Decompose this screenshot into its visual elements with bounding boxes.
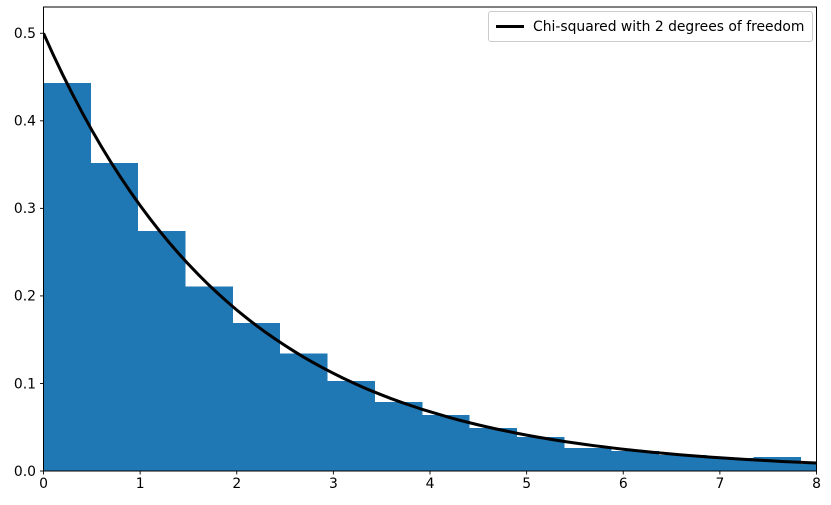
x-tick-label: 8	[812, 476, 821, 492]
x-tick-label: 0	[39, 476, 48, 492]
x-tick-label: 6	[619, 476, 628, 492]
legend: Chi-squared with 2 degrees of freedom	[488, 11, 813, 42]
histogram-bar	[232, 323, 281, 471]
histogram-bar	[43, 83, 91, 471]
histogram-bar	[138, 231, 186, 471]
histogram-bar	[564, 448, 612, 471]
pdf-curve	[43, 32, 817, 465]
x-tick-label: 4	[426, 476, 435, 492]
legend-line-sample	[496, 25, 524, 28]
histogram-bar	[516, 436, 565, 471]
histogram-bar	[611, 450, 660, 471]
histogram-bar	[706, 457, 754, 471]
legend-label: Chi-squared with 2 degrees of freedom	[533, 18, 805, 35]
histogram-bar	[327, 380, 375, 471]
y-tick-label: 0.4	[14, 114, 36, 130]
histogram-bar	[90, 162, 139, 471]
histogram-bar	[185, 286, 233, 471]
histogram-bar	[280, 353, 328, 471]
y-tick-label: 0.3	[14, 201, 36, 217]
y-tick-label: 0.1	[14, 376, 36, 392]
x-tick-label: 7	[715, 476, 724, 492]
histogram-bar	[801, 463, 817, 471]
y-tick-label: 0.2	[14, 289, 36, 305]
histogram-bar	[659, 455, 707, 471]
x-tick-label: 2	[232, 476, 241, 492]
x-tick-label: 1	[136, 476, 145, 492]
histogram-bar	[422, 414, 470, 471]
x-tick-label: 5	[522, 476, 531, 492]
y-tick-label: 0.0	[14, 464, 36, 480]
x-tick-label: 3	[329, 476, 338, 492]
y-tick-label: 0.5	[14, 26, 36, 42]
histogram-bar	[469, 428, 517, 471]
histogram-bar	[374, 401, 423, 471]
